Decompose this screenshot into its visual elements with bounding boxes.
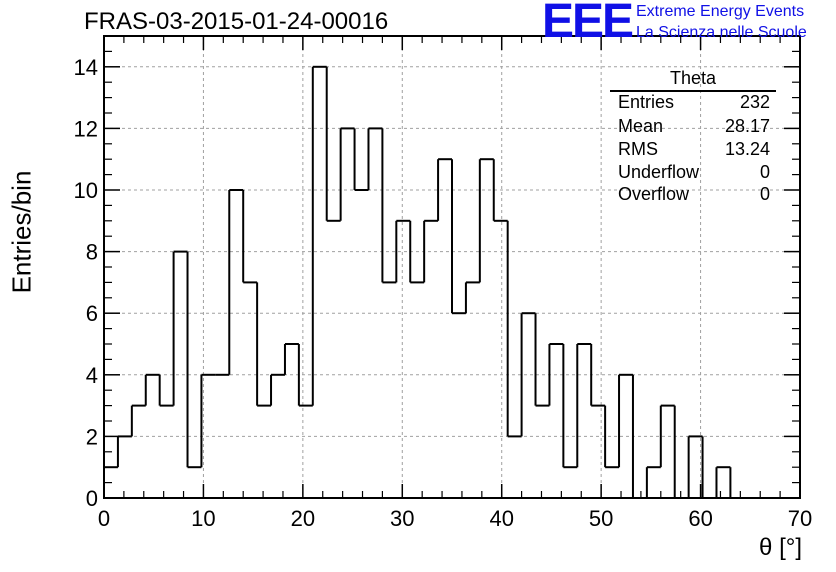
y-tick-label: 12 (74, 116, 98, 141)
histogram-bin (506, 220, 522, 438)
histogram-bin (464, 281, 480, 314)
histogram-bin (297, 344, 313, 407)
x-tick-label: 50 (589, 506, 613, 531)
y-tick-label: 0 (86, 486, 98, 511)
stat-value: 28.17 (724, 116, 770, 136)
stats-title: Theta (669, 68, 717, 88)
stat-label: Overflow (618, 184, 690, 204)
x-axis-label: θ [°] (759, 534, 802, 561)
histogram-bin (478, 158, 494, 283)
stat-label: RMS (618, 139, 658, 159)
stat-row-rms: RMS 13.24 (618, 139, 770, 161)
axis-ticks (103, 36, 801, 499)
logo-line-1: Extreme Energy Events (636, 3, 805, 20)
stat-row-overflow: Overflow 0 (618, 184, 770, 206)
histogram-bin (200, 373, 216, 468)
histogram-bin (687, 435, 703, 498)
x-tick-label: 10 (191, 506, 215, 531)
logo-line-2: La Scienza nelle Scuole (636, 24, 807, 41)
histogram-bin (228, 189, 244, 375)
histogram-bin (270, 373, 285, 406)
histogram-series (103, 65, 732, 498)
y-tick-label: 14 (74, 55, 98, 80)
y-axis-label: Entries/bin (6, 170, 37, 294)
stat-row-entries: Entries 232 (618, 92, 770, 114)
histogram-bin (492, 159, 508, 222)
histogram-bin (283, 343, 299, 375)
histogram-bin (659, 404, 675, 468)
histogram-bin (242, 190, 258, 284)
histogram-bin (715, 466, 731, 498)
y-tick-label: 10 (74, 178, 98, 203)
histogram-bin (186, 251, 202, 469)
histogram-bin (423, 219, 439, 283)
stat-label: Entries (618, 92, 675, 112)
histogram-bin (339, 127, 355, 221)
stat-value: 232 (739, 92, 770, 112)
stat-row-mean: Mean 28.17 (618, 116, 770, 138)
histogram-bin (520, 312, 536, 437)
tick-labels: 0 10 20 30 40 50 60 70 0 2 4 6 8 10 12 14 (74, 55, 813, 531)
histogram-bin (548, 343, 564, 406)
histogram-bin (395, 219, 411, 283)
y-tick-label: 4 (86, 363, 98, 388)
histogram-bin (409, 220, 425, 284)
histogram-bin (116, 435, 132, 468)
histogram-bin (311, 65, 327, 406)
stats-box: Theta Entries 232 Mean 28.17 RMS 13.24 U… (610, 68, 776, 210)
histogram-bin (130, 404, 146, 437)
histogram-bin (645, 466, 661, 498)
x-tick-label: 20 (291, 506, 315, 531)
stats-divider (610, 90, 776, 92)
x-tick-label: 40 (489, 506, 513, 531)
histogram-bin (367, 127, 383, 190)
stat-value: 0 (759, 162, 770, 182)
y-tick-label: 2 (86, 424, 98, 449)
eee-logo-mark: EEE (542, 0, 634, 48)
stat-value: 0 (759, 184, 770, 204)
stat-label: Underflow (618, 162, 700, 182)
stat-label: Mean (618, 116, 664, 136)
histogram-bin (381, 128, 397, 284)
histogram-bin (451, 159, 466, 315)
histogram-bin (144, 373, 160, 406)
histogram-bin (158, 374, 174, 407)
histogram-bin (534, 313, 550, 407)
histogram-bin (256, 282, 272, 407)
x-tick-label: 70 (788, 506, 812, 531)
eee-logo: EEE Extreme Energy Events La Scienza nel… (540, 0, 836, 48)
x-tick-label: 30 (390, 506, 414, 531)
histogram-bin (325, 66, 341, 222)
histogram-bin (562, 344, 578, 469)
x-tick-label: 60 (688, 506, 712, 531)
histogram-bin (590, 344, 606, 407)
stat-value: 13.24 (724, 139, 770, 159)
stat-row-underflow: Underflow 0 (618, 162, 770, 184)
histogram-bin (604, 405, 620, 469)
histogram-bin (353, 128, 369, 191)
histogram-bin (576, 343, 592, 468)
histogram-bin (437, 158, 452, 221)
y-axis-label-box: Entries/bin (4, 112, 40, 352)
chart-title: FRAS-03-2015-01-24-00016 (84, 8, 389, 35)
y-tick-label: 6 (86, 301, 98, 326)
y-tick-label: 8 (86, 240, 98, 265)
x-tick-label: 0 (98, 506, 110, 531)
histogram-bin (618, 373, 633, 468)
histogram-bin (172, 250, 188, 406)
